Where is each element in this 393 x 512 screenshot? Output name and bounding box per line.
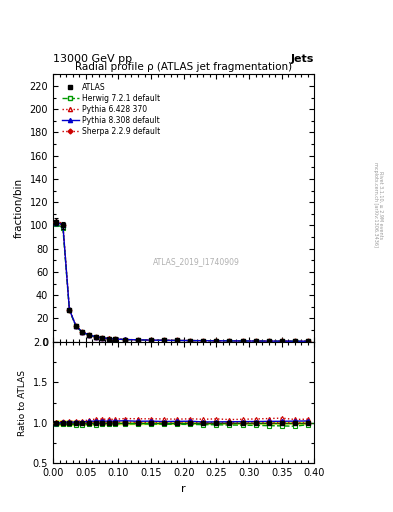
Y-axis label: Ratio to ATLAS: Ratio to ATLAS (18, 370, 27, 436)
Text: Jets: Jets (291, 54, 314, 64)
Text: Rivet 3.1.10, ≥ 2.9M events: Rivet 3.1.10, ≥ 2.9M events (379, 170, 384, 239)
Y-axis label: fraction/bin: fraction/bin (14, 178, 24, 238)
X-axis label: r: r (182, 484, 186, 494)
Legend: ATLAS, Herwig 7.2.1 default, Pythia 6.428 370, Pythia 8.308 default, Sherpa 2.2.: ATLAS, Herwig 7.2.1 default, Pythia 6.42… (59, 81, 162, 138)
Text: 13000 GeV pp: 13000 GeV pp (53, 54, 132, 64)
Text: mcplots.cern.ch [arXiv:1306.3436]: mcplots.cern.ch [arXiv:1306.3436] (373, 162, 378, 247)
Text: ATLAS_2019_I1740909: ATLAS_2019_I1740909 (153, 257, 240, 266)
Title: Radial profile ρ (ATLAS jet fragmentation): Radial profile ρ (ATLAS jet fragmentatio… (75, 62, 292, 72)
